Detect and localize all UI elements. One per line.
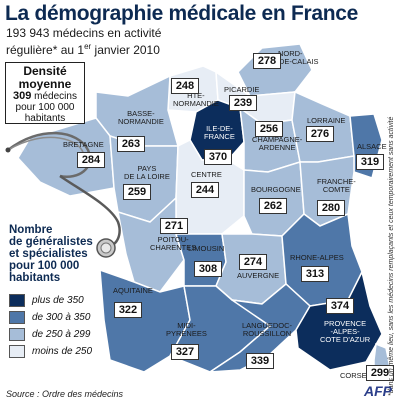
region-name-pays-de-la-loire: PAYS DE LA LOIRE bbox=[124, 164, 170, 181]
region-name-midi-pyrenees: MIDI- PYRENEES bbox=[166, 321, 207, 338]
region-value-franche-comte: 280 bbox=[317, 200, 345, 216]
source-note: Source : Ordre des médecins bbox=[6, 389, 124, 399]
region-value-basse-normandie: 263 bbox=[117, 136, 145, 152]
region-value-nord-pas-de-calais: 278 bbox=[253, 53, 281, 69]
region-value-languedoc-roussillon: 339 bbox=[246, 353, 274, 369]
region-value-alsace: 319 bbox=[356, 154, 384, 170]
region-paca bbox=[295, 269, 383, 371]
density-title: Densité moyenne bbox=[18, 64, 72, 91]
region-name-lorraine: LORRAINE bbox=[307, 116, 346, 125]
region-name-paca: PROVENCE -ALPES- COTE D'AZUR bbox=[320, 319, 371, 344]
region-name-haute-normandie: HTE- NORMANDIE bbox=[173, 91, 219, 108]
region-value-centre: 244 bbox=[191, 182, 219, 198]
region-value-limousin: 308 bbox=[194, 261, 222, 277]
region-name-corse: CORSE bbox=[340, 371, 367, 380]
afp-logo: AFP bbox=[364, 383, 392, 399]
region-value-auvergne: 274 bbox=[239, 254, 267, 270]
page-title: La démographie médicale en France bbox=[5, 2, 359, 25]
region-name-ile-de-france: ILE-DE- FRANCE bbox=[204, 124, 235, 141]
region-name-basse-normandie: BASSE- NORMANDIE bbox=[118, 109, 164, 126]
region-name-centre: CENTRE bbox=[191, 170, 222, 179]
region-name-auvergne: AUVERGNE bbox=[237, 271, 280, 280]
region-name-bourgogne: BOURGOGNE bbox=[251, 185, 301, 194]
region-name-poitou-charentes: POITOU- CHARENTES bbox=[150, 235, 197, 252]
subtitle: 193 943 médecins en activité régulière* … bbox=[6, 27, 161, 57]
legend-swatch bbox=[9, 311, 25, 324]
region-name-aquitaine: AQUITAINE bbox=[113, 286, 153, 295]
region-value-picardie: 239 bbox=[229, 95, 257, 111]
region-value-aquitaine: 322 bbox=[114, 302, 142, 318]
region-name-franche-comte: FRANCHE- COMTE bbox=[317, 177, 356, 194]
region-value-champagne-ardenne: 256 bbox=[255, 121, 283, 137]
legend-swatch bbox=[9, 328, 25, 341]
average-density-box: Densité moyenne 309 médecins pour 100 00… bbox=[5, 62, 85, 124]
region-value-corse: 299 bbox=[366, 365, 394, 381]
region-name-alsace: ALSACE bbox=[357, 142, 387, 151]
region-name-bretagne: BRETAGNE bbox=[63, 140, 104, 149]
region-value-bourgogne: 262 bbox=[259, 198, 287, 214]
region-name-limousin: LIMOUSIN bbox=[188, 244, 225, 253]
legend-item-more-350: plus de 350 bbox=[9, 294, 84, 307]
stethoscope-illustration bbox=[5, 131, 121, 258]
region-name-rhone-alpes: RHONE-ALPES bbox=[290, 253, 344, 262]
region-value-midi-pyrenees: 327 bbox=[171, 344, 199, 360]
region-name-nord-pas-de-calais: NORD- PAS-DE-CALAIS bbox=[262, 49, 319, 66]
region-name-champagne-ardenne: CHAMPAGNE- ARDENNE bbox=[252, 135, 303, 152]
legend-item-250-299: de 250 à 299 bbox=[9, 328, 90, 341]
legend-swatch bbox=[9, 294, 25, 307]
region-value-ile-de-france: 370 bbox=[204, 149, 232, 165]
region-value-haute-normandie: 248 bbox=[171, 78, 199, 94]
legend-item-less-250: moins de 250 bbox=[9, 345, 92, 358]
legend-item-300-350: de 300 à 350 bbox=[9, 311, 90, 324]
region-value-bretagne: 284 bbox=[77, 152, 105, 168]
region-value-poitou-charentes: 271 bbox=[160, 218, 188, 234]
region-value-rhone-alpes: 313 bbox=[301, 266, 329, 282]
region-value-paca: 374 bbox=[326, 298, 354, 314]
subtitle-line1: 193 943 médecins en activité bbox=[6, 26, 162, 40]
region-name-languedoc-roussillon: LANGUEDOC- ROUSSILLON bbox=[242, 321, 293, 338]
footnote-vertical: *dans un même lieu, sans les médecins re… bbox=[388, 116, 395, 396]
region-value-lorraine: 276 bbox=[306, 126, 334, 142]
legend-swatch bbox=[9, 345, 25, 358]
legend-title: Nombre de généralistes et spécialistes p… bbox=[9, 224, 93, 284]
region-name-picardie: PICARDIE bbox=[224, 85, 260, 94]
region-value-pays-de-la-loire: 259 bbox=[123, 184, 151, 200]
density-value: 309 médecins pour 100 000 habitants bbox=[13, 90, 77, 125]
subtitle-line2: régulière* au 1er janvier 2010 bbox=[6, 42, 160, 57]
